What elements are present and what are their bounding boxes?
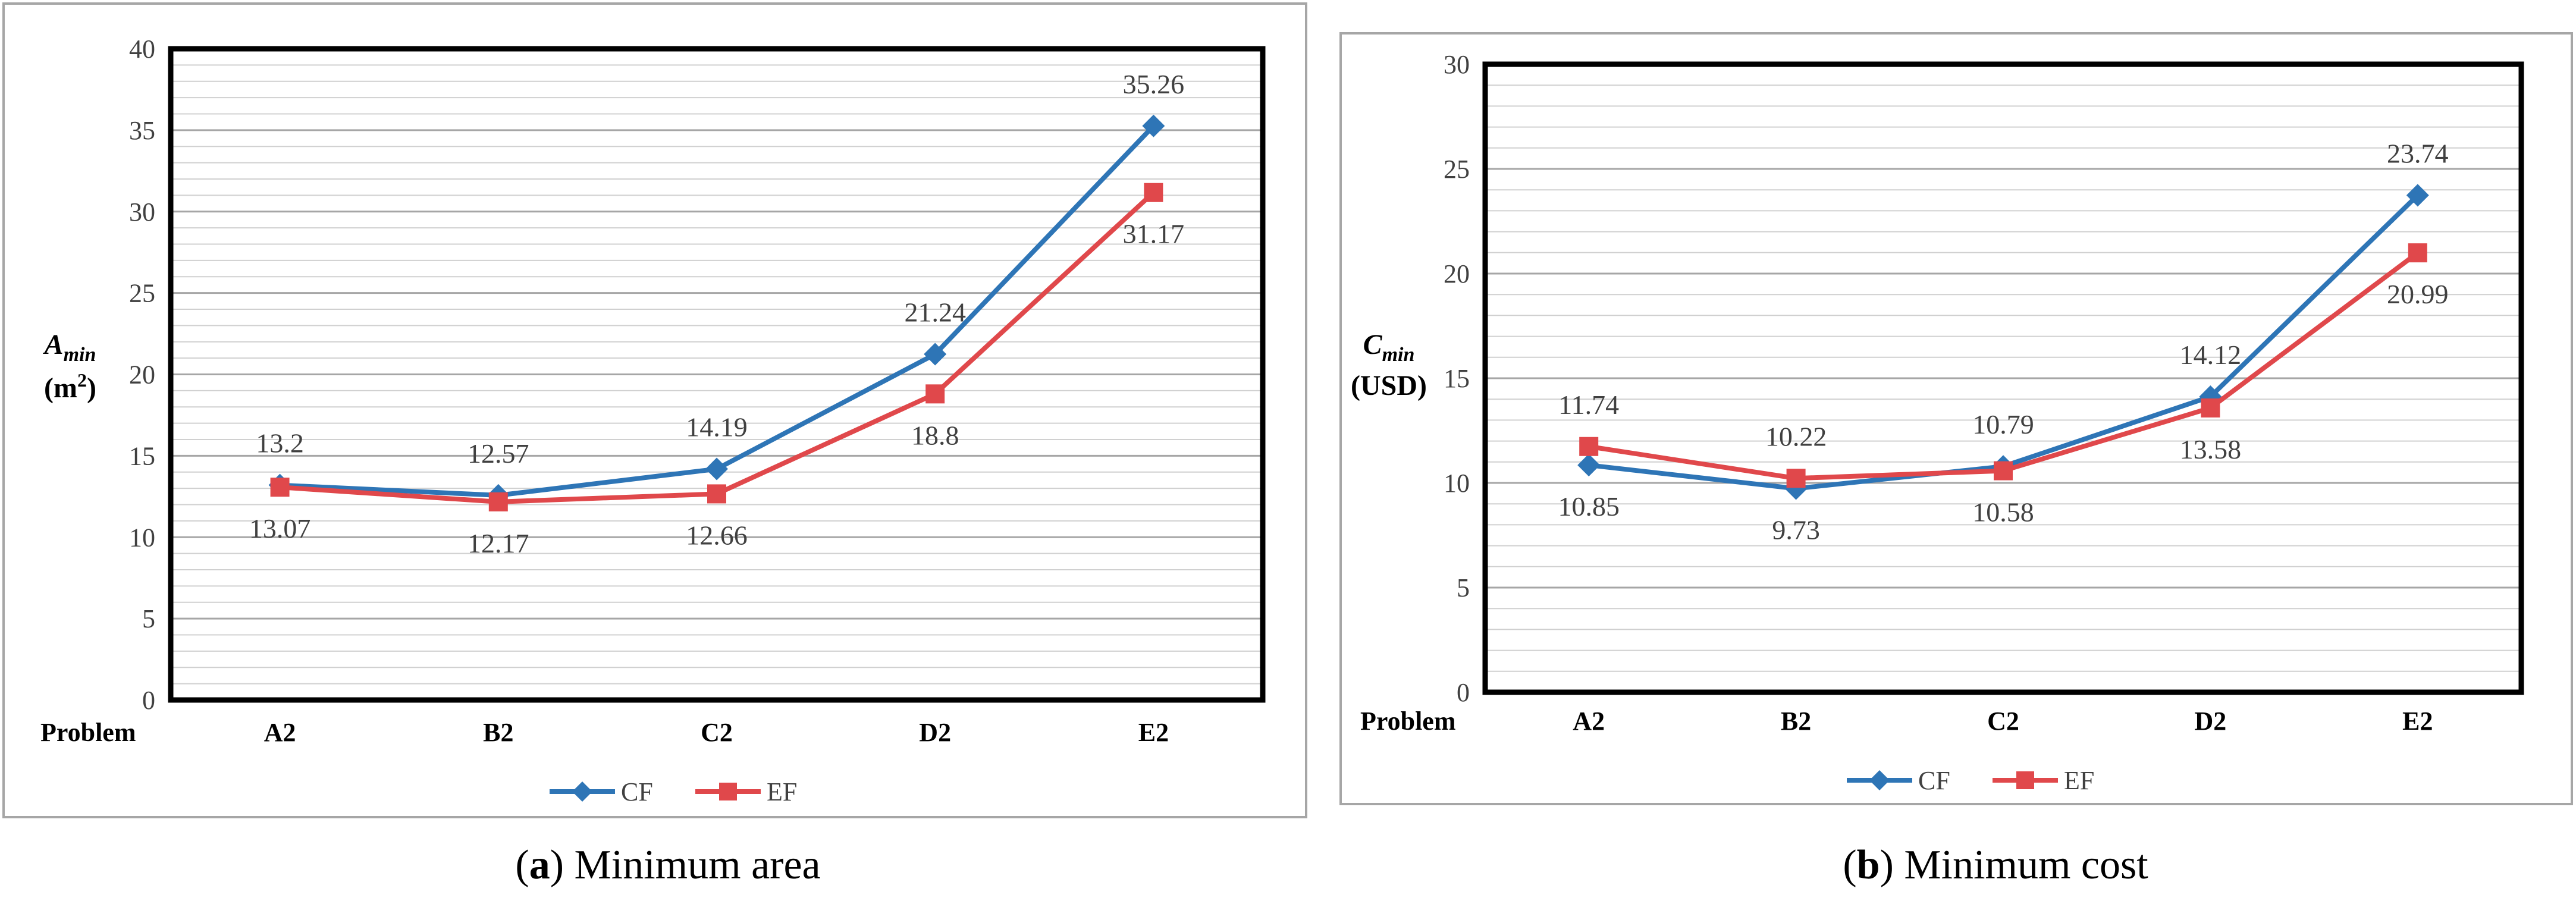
legend-marker-ef (719, 783, 737, 800)
legend-marker-cf (1869, 770, 1890, 790)
panel-a-frame (2, 2, 1307, 818)
caption-open: ( (1843, 842, 1856, 888)
panel-caption: (b) Minimum cost (1843, 842, 2148, 888)
caption-letter: b (1857, 842, 1880, 888)
plot-area-frame (1482, 61, 2524, 695)
data-point-ef (1994, 461, 2013, 481)
y-axis-unit: (USD) (1351, 370, 1427, 401)
y-tick-label: 20 (1444, 259, 1470, 288)
data-label-ef: 12.66 (686, 520, 748, 550)
data-label-cf: 9.73 (1772, 515, 1820, 545)
data-label-cf: 35.26 (1123, 69, 1185, 99)
data-label-cf: 23.74 (2387, 138, 2449, 168)
caption-letter: a (529, 842, 550, 888)
data-point-cf (705, 457, 728, 481)
data-point-ef (270, 478, 290, 497)
data-point-cf (1577, 454, 1601, 477)
y-axis-title: Cmin (1363, 329, 1415, 366)
plot-area-frame (168, 46, 1266, 703)
y-tick-label: 20 (129, 360, 155, 390)
y-tick-label: 35 (129, 116, 155, 145)
data-label-ef: 10.22 (1765, 421, 1827, 451)
caption-rest: ) Minimum cost (1880, 842, 2149, 888)
x-tick-label: A2 (264, 718, 296, 747)
x-tick-label: B2 (1781, 707, 1811, 736)
data-point-cf (2406, 184, 2429, 207)
y-tick-label: 15 (1444, 364, 1470, 393)
legend-marker-cf (572, 781, 592, 802)
y-tick-label: 15 (129, 441, 155, 470)
data-label-ef: 11.74 (1558, 390, 1619, 420)
data-point-ef (707, 484, 726, 504)
data-point-ef (1579, 437, 1599, 456)
data-label-cf: 13.2 (256, 428, 304, 459)
data-label-cf: 10.79 (1972, 409, 2034, 439)
data-label-cf: 14.12 (2180, 340, 2242, 370)
x-tick-label: D2 (2195, 707, 2227, 736)
chart-panel-b: 0 5 10 15 20 25 30 A2 B2 C2 D2 E2 Problem Cmin (USD) 10… (1351, 50, 2524, 888)
data-point-cf (1142, 114, 1165, 137)
data-point-ef (925, 384, 945, 404)
caption-open: ( (515, 842, 529, 888)
y-tick-label: 25 (1444, 155, 1470, 184)
data-point-ef (1144, 183, 1163, 202)
y-axis-unit: (m2) (44, 369, 96, 404)
y-axis-title: Amin (43, 329, 96, 366)
caption-rest: ) Minimum area (550, 842, 821, 888)
y-tick-label: 5 (142, 604, 155, 633)
data-label-ef: 20.99 (2387, 279, 2449, 309)
x-tick-label: A2 (1573, 707, 1605, 736)
data-label-ef: 13.58 (2180, 434, 2242, 464)
y-tick-label: 30 (129, 197, 155, 227)
data-label-ef: 12.17 (467, 528, 529, 558)
x-tick-label: E2 (1138, 718, 1169, 747)
y-axis-title-main: A (43, 329, 64, 360)
y-tick-label: 30 (1444, 50, 1470, 79)
data-label-ef: 13.07 (249, 513, 311, 544)
legend-marker-ef (2016, 771, 2034, 789)
data-point-ef (2408, 243, 2427, 263)
data-point-ef (2201, 398, 2220, 417)
x-axis-label: Problem (40, 718, 136, 747)
y-axis-title-subscript: min (64, 344, 96, 366)
data-point-cf (924, 343, 947, 366)
data-label-cf: 14.19 (686, 412, 748, 442)
legend-label-cf: CF (1918, 766, 1950, 795)
legend-label-cf: CF (621, 777, 653, 806)
y-tick-label: 0 (1457, 678, 1470, 707)
data-label-ef: 31.17 (1123, 219, 1185, 249)
y-tick-label: 40 (129, 34, 155, 64)
y-axis-unit-close: ) (87, 372, 96, 404)
legend-label-ef: EF (2064, 766, 2094, 795)
data-label-ef: 10.58 (1972, 497, 2034, 528)
x-axis-label: Problem (1360, 707, 1456, 736)
y-tick-label: 10 (129, 523, 155, 552)
x-tick-label: C2 (701, 718, 733, 747)
y-axis-title-subscript: min (1382, 344, 1415, 366)
y-axis-unit-text: (m (44, 372, 77, 404)
data-point-ef (488, 492, 508, 511)
x-tick-label: E2 (2402, 707, 2433, 736)
panel-caption: (a) Minimum area (515, 842, 820, 888)
y-tick-label: 25 (129, 279, 155, 308)
y-axis-unit-superscript: 2 (77, 369, 87, 391)
y-tick-label: 0 (142, 686, 155, 715)
x-tick-label: C2 (1987, 707, 2019, 736)
y-tick-label: 5 (1457, 573, 1470, 602)
y-axis-title-main: C (1363, 329, 1383, 360)
legend-label-ef: EF (767, 777, 797, 806)
data-point-ef (1786, 469, 1806, 488)
x-tick-label: D2 (919, 718, 951, 747)
x-tick-label: B2 (483, 718, 513, 747)
data-label-cf: 12.57 (467, 438, 529, 469)
data-label-cf: 10.85 (1558, 491, 1620, 522)
data-label-ef: 18.8 (911, 420, 959, 450)
y-axis-unit-text: (USD) (1351, 370, 1427, 401)
data-label-cf: 21.24 (904, 297, 966, 328)
panel-b-frame (1339, 32, 2573, 805)
y-tick-label: 10 (1444, 469, 1470, 498)
